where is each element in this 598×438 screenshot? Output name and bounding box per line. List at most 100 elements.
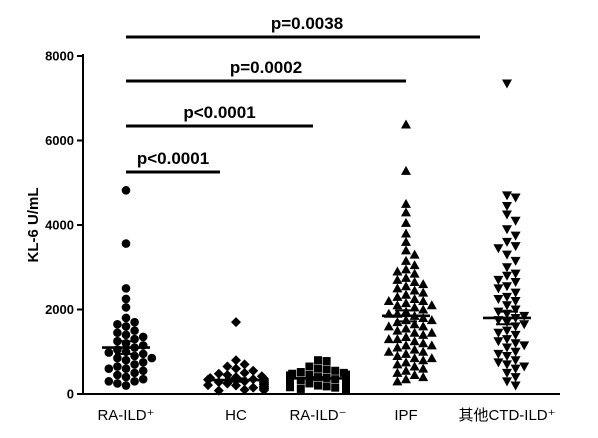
data-point [121,364,131,373]
data-point [418,304,429,314]
data-point [392,334,403,344]
data-point [383,296,394,306]
y-tick-label: 0 [67,387,74,402]
data-point [510,347,521,357]
data-point [401,331,411,341]
data-point [510,269,521,279]
data-point [418,355,429,365]
data-point [418,279,429,289]
data-point [392,367,403,377]
data-point [113,319,122,329]
data-point [113,328,122,338]
data-point [418,338,429,348]
data-point [502,292,512,302]
data-point [418,372,429,382]
data-point [502,335,512,345]
data-point [401,264,411,274]
data-point [401,165,411,175]
data-point [510,356,521,366]
data-point [401,348,411,358]
data-point [510,193,521,203]
data-point [519,362,530,372]
data-point [130,377,139,386]
data-point [239,359,250,370]
data-point [113,370,122,380]
data-point [502,301,512,311]
data-point [409,336,420,346]
data-point [418,346,429,356]
x-tick-label: 其他CTD-ILD⁺ [458,407,555,424]
data-point [502,360,512,370]
axes: 0 2000 4000 6000 8000 RA-ILD⁺ HC RA-ILD⁻ IPF 其他CT… [45,49,560,424]
data-point [392,300,403,310]
data-point [138,358,148,367]
data-point [418,363,429,373]
p-value-label: p<0.0001 [183,103,255,122]
data-point [401,374,411,384]
data-point [121,355,131,365]
data-point [121,372,131,382]
data-point [409,319,420,329]
data-point [502,210,512,220]
data-point [392,266,403,276]
y-axis-title: KL-6 U/mL [25,188,42,263]
data-point [322,357,331,366]
data-point [418,296,429,306]
x-tick-label: RA-ILD⁻ [289,407,346,424]
data-point [322,365,331,374]
data-point [392,274,403,284]
data-point [213,385,224,396]
data-point [510,297,521,307]
data-point [322,382,331,391]
data-point [502,326,512,336]
data-point [401,236,411,246]
p-value-label: p<0.0001 [137,149,209,168]
data-point [418,329,429,339]
data-point [426,353,437,363]
data-point [401,228,411,238]
data-point [286,376,294,385]
data-point [130,326,139,335]
significance-brackets: p<0.0001 p<0.0001 p=0.0002 p=0.0038 [126,14,480,174]
x-tick-label: HC [225,407,247,424]
data-point [305,362,314,371]
data-point [305,379,314,388]
data-point [121,303,131,312]
data-point [147,353,157,363]
data-point [121,186,131,195]
data-point [502,250,512,260]
data-point [493,328,504,338]
data-point [121,322,131,331]
data-point [401,298,411,308]
data-point [383,321,394,331]
data-point [314,364,322,373]
data-point [231,380,241,391]
data-point [203,374,213,385]
y-tick-label: 2000 [45,302,74,317]
data-point [519,341,530,351]
data-point [248,365,259,376]
data-point [314,356,322,365]
data-point [130,317,139,327]
data-point [409,268,420,278]
data-point [493,275,504,285]
data-point [296,368,305,377]
data-point [239,384,250,395]
data-point [401,198,411,208]
data-point [493,337,504,347]
data-point [401,281,411,291]
data-points [104,79,530,396]
data-point [401,289,411,299]
data-point [493,358,504,368]
data-point [510,278,521,288]
data-point [502,368,512,378]
data-point [510,288,521,298]
p-value-label: p=0.0002 [230,58,302,77]
data-point [121,381,131,390]
data-point [286,383,294,392]
data-point [401,365,411,375]
data-point [104,364,114,373]
data-point [342,385,350,394]
data-point [113,362,122,371]
